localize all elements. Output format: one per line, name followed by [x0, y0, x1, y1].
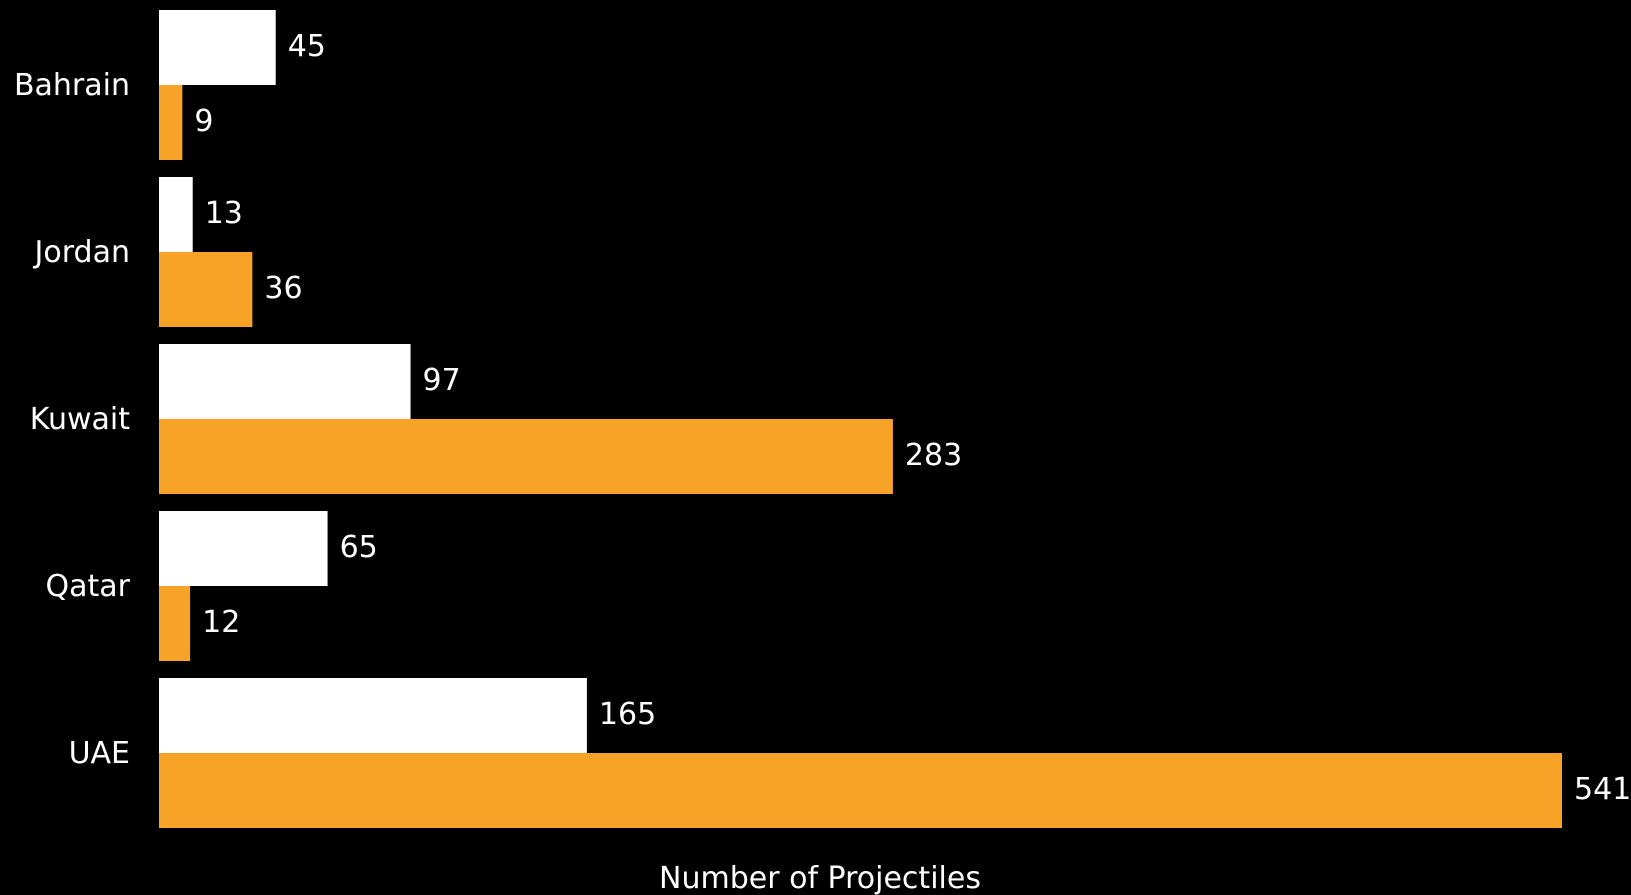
category-labels: Bahrain Jordan Kuwait Qatar UAE: [14, 68, 131, 771]
category-label-uae: UAE: [69, 736, 130, 771]
bar-qatar-series-2: [159, 586, 191, 661]
value-label-jordan-series-2: 36: [264, 271, 302, 306]
bar-kuwait-series-2: [159, 419, 893, 494]
bar-bahrain-series-2: [159, 85, 183, 160]
value-label-qatar-series-1: 65: [340, 530, 378, 565]
bar-jordan-series-1: [159, 177, 193, 252]
bar-uae-series-2: [159, 753, 1562, 828]
value-label-kuwait-series-1: 97: [423, 363, 461, 398]
value-label-qatar-series-2: 12: [202, 605, 240, 640]
x-axis-title: Number of Projectiles: [659, 861, 981, 895]
value-label-jordan-series-1: 13: [205, 196, 243, 231]
category-label-jordan: Jordan: [33, 235, 130, 270]
value-labels: 45 9 13 36 97 283 65 12 165 541: [194, 29, 1631, 807]
value-label-uae-series-2: 541: [1574, 772, 1631, 807]
bars-layer: [159, 10, 1562, 828]
category-label-bahrain: Bahrain: [14, 68, 130, 103]
bar-bahrain-series-1: [159, 10, 276, 85]
value-label-uae-series-1: 165: [599, 697, 656, 732]
bar-jordan-series-2: [159, 252, 253, 327]
bar-kuwait-series-1: [159, 344, 411, 419]
value-label-bahrain-series-1: 45: [288, 29, 326, 64]
category-label-qatar: Qatar: [46, 569, 131, 604]
value-label-kuwait-series-2: 283: [905, 438, 962, 473]
bar-uae-series-1: [159, 678, 587, 753]
bar-qatar-series-1: [159, 511, 328, 586]
category-label-kuwait: Kuwait: [30, 402, 130, 437]
value-label-bahrain-series-2: 9: [194, 104, 213, 139]
